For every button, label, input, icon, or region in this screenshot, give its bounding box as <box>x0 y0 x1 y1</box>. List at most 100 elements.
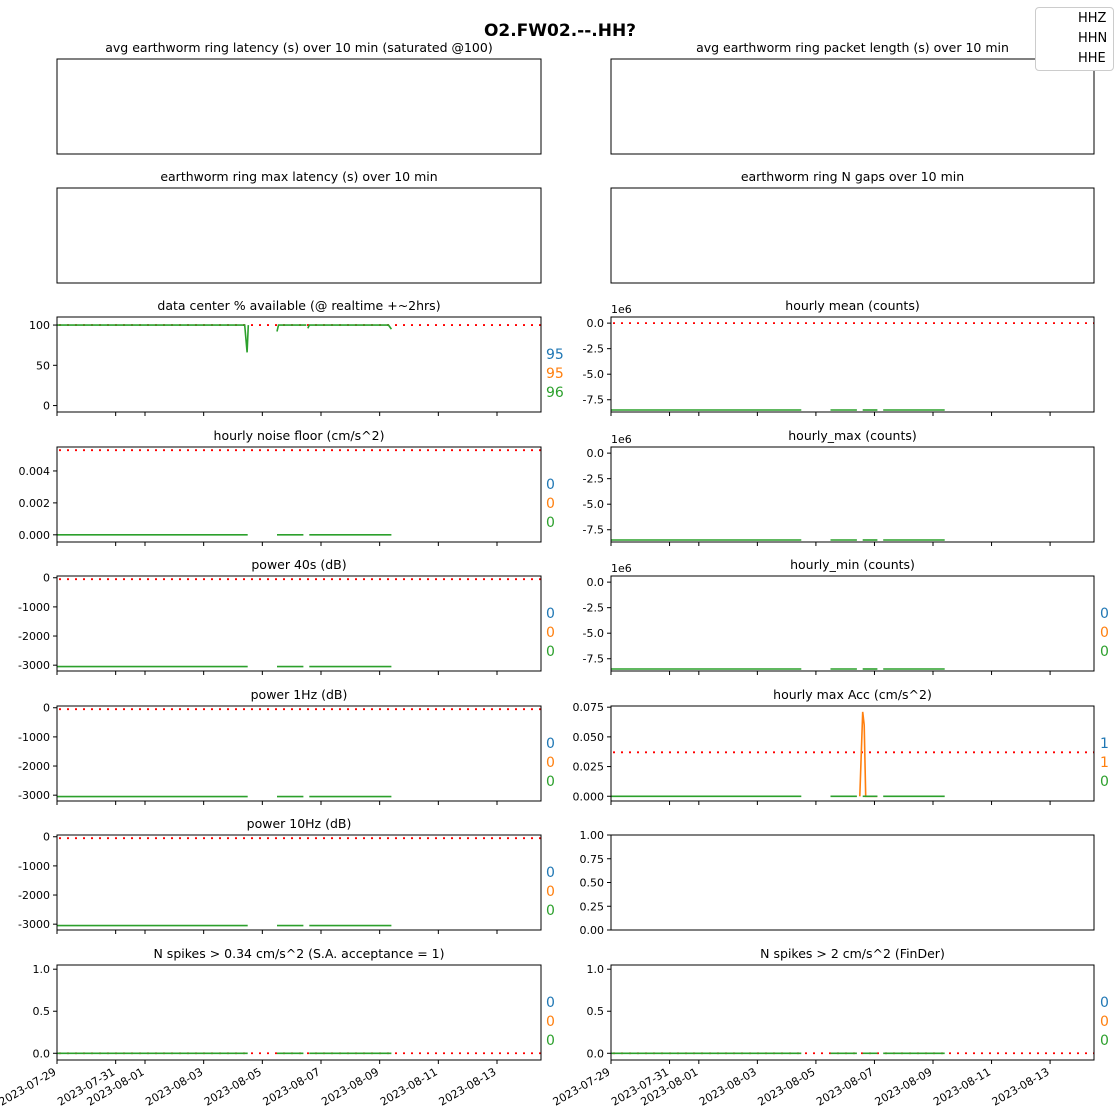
plot-frame <box>56 187 542 284</box>
side-value: 0 <box>546 625 555 641</box>
y-tick-label: 50 <box>36 359 50 372</box>
plot-frame <box>56 705 542 802</box>
legend-item-hhe: HHE <box>1078 51 1106 66</box>
plot-frame <box>610 575 1095 672</box>
x-tick-label: 2023-08-11 <box>378 1065 440 1108</box>
y-tick-label: 0.50 <box>580 877 605 890</box>
plot-frame <box>56 834 542 931</box>
side-value: 0 <box>546 755 555 771</box>
side-value: 0 <box>1100 774 1109 790</box>
side-value: 0 <box>1100 625 1109 641</box>
side-value: 0 <box>546 995 555 1011</box>
y-tick-label: -1000 <box>18 601 50 614</box>
side-value: 0 <box>1100 1033 1109 1049</box>
y-tick-label: 0.5 <box>33 1005 51 1018</box>
panel-p13: power 10Hz (dB) 0 -1000 -2000 -3000 0 0 0 <box>18 816 555 934</box>
y-tick-label: -2000 <box>18 889 50 902</box>
y-tick-label: -7.5 <box>583 653 604 666</box>
legend-item-hhn: HHN <box>1078 31 1108 46</box>
y-tick-label: -5.0 <box>583 368 604 381</box>
series-line-hhe <box>307 324 393 330</box>
side-value: 0 <box>546 903 555 919</box>
plot-frame <box>610 834 1095 931</box>
x-tick-label: 2023-08-05 <box>756 1065 818 1108</box>
panel-p15: N spikes > 0.34 cm/s^2 (S.A. acceptance … <box>33 946 555 1064</box>
panel-p16: N spikes > 2 cm/s^2 (FinDer) 1.0 0.5 0.0 0 0 0 <box>587 946 1109 1064</box>
panel-p3: earthworm ring max latency (s) over 10 m… <box>56 169 542 284</box>
side-value: 0 <box>546 1014 555 1030</box>
y-tick-label: -1000 <box>18 860 50 873</box>
series-line-hhe <box>276 324 307 332</box>
plot-frame <box>610 316 1095 413</box>
y-tick-label: 0.00 <box>580 924 605 937</box>
x-tick-label: 2023-08-13 <box>437 1065 499 1108</box>
x-tick-label: 2023-07-29 <box>551 1065 613 1108</box>
y-tick-label: 0.000 <box>19 529 51 542</box>
x-tick-label: 2023-08-11 <box>931 1065 993 1108</box>
x-tick-label: 2023-08-03 <box>697 1065 759 1108</box>
panel-p14: 1.00 0.75 0.50 0.25 0.00 <box>580 829 1095 937</box>
y-tick-label: 0 <box>43 831 50 844</box>
side-value: 0 <box>1100 606 1109 622</box>
y-offset-label: 1e6 <box>611 562 632 575</box>
plot-frame <box>610 58 1095 155</box>
y-tick-label: 0.0 <box>587 447 605 460</box>
legend: HHZ HHN HHE <box>1035 7 1114 71</box>
panel-title: hourly mean (counts) <box>785 298 919 313</box>
panel-p6: hourly mean (counts) 0.0 -2.5 -5.0 -7.5 1e6 <box>583 298 1095 416</box>
plot-frame <box>610 446 1095 543</box>
series-line-hhn <box>859 711 878 798</box>
panel-title: hourly noise floor (cm/s^2) <box>214 428 385 443</box>
plot-frame <box>56 316 542 413</box>
side-value: 95 <box>546 347 564 363</box>
y-tick-label: 0.050 <box>573 731 605 744</box>
plot-frame <box>610 187 1095 284</box>
x-tick-label: 2023-08-07 <box>261 1065 323 1108</box>
y-tick-label: 0 <box>43 400 50 413</box>
y-tick-label: -3000 <box>18 918 50 931</box>
panel-title: hourly_max (counts) <box>788 428 917 443</box>
figure-title: O2.FW02.--.HH? <box>484 21 636 41</box>
legend-item-hhz: HHZ <box>1078 11 1107 26</box>
y-tick-label: 0.25 <box>580 900 605 913</box>
plot-frame <box>56 964 542 1061</box>
y-tick-label: -7.5 <box>583 394 604 407</box>
y-tick-label: -2.5 <box>583 473 604 486</box>
panel-p8: hourly_max (counts) 0.0 -2.5 -5.0 -7.5 1e6 <box>583 428 1095 546</box>
side-value: 0 <box>546 644 555 660</box>
y-tick-label: 0.75 <box>580 853 605 866</box>
panel-p2: avg earthworm ring packet length (s) ove… <box>610 40 1095 155</box>
y-tick-label: -3000 <box>18 659 50 672</box>
y-tick-label: -2000 <box>18 630 50 643</box>
y-tick-label: -5.0 <box>583 498 604 511</box>
y-tick-label: -2000 <box>18 760 50 773</box>
side-value: 0 <box>1100 995 1109 1011</box>
y-tick-label: -1000 <box>18 731 50 744</box>
side-value: 0 <box>546 774 555 790</box>
y-tick-label: 100 <box>29 319 50 332</box>
y-tick-label: -5.0 <box>583 627 604 640</box>
x-tick-label: 2023-07-29 <box>0 1065 58 1108</box>
x-tick-label: 2023-08-05 <box>202 1065 264 1108</box>
side-value: 96 <box>546 385 564 401</box>
y-tick-label: -3000 <box>18 789 50 802</box>
panel-p4: earthworm ring N gaps over 10 min <box>610 169 1095 284</box>
y-tick-label: 0.0 <box>587 317 605 330</box>
side-value: 0 <box>1100 644 1109 660</box>
y-tick-label: 0.002 <box>19 497 51 510</box>
side-value: 0 <box>546 884 555 900</box>
x-tick-label: 2023-08-07 <box>814 1065 876 1108</box>
panel-p11: power 1Hz (dB) 0 -1000 -2000 -3000 0 0 0 <box>18 687 555 805</box>
side-value: 1 <box>1100 755 1109 771</box>
panel-p12: hourly max Acc (cm/s^2) 0.075 0.050 0.025 0.… <box>573 687 1109 805</box>
y-tick-label: 0.5 <box>587 1005 605 1018</box>
panel-title: data center % available (@ realtime +~2h… <box>157 298 440 313</box>
panel-title: N spikes > 2 cm/s^2 (FinDer) <box>760 946 945 961</box>
side-value: 0 <box>546 515 555 531</box>
x-tick-label: 2023-08-03 <box>143 1065 205 1108</box>
side-value: 95 <box>546 366 564 382</box>
side-value: 0 <box>546 477 555 493</box>
side-value: 0 <box>546 865 555 881</box>
y-tick-label: 0.0 <box>33 1047 51 1060</box>
